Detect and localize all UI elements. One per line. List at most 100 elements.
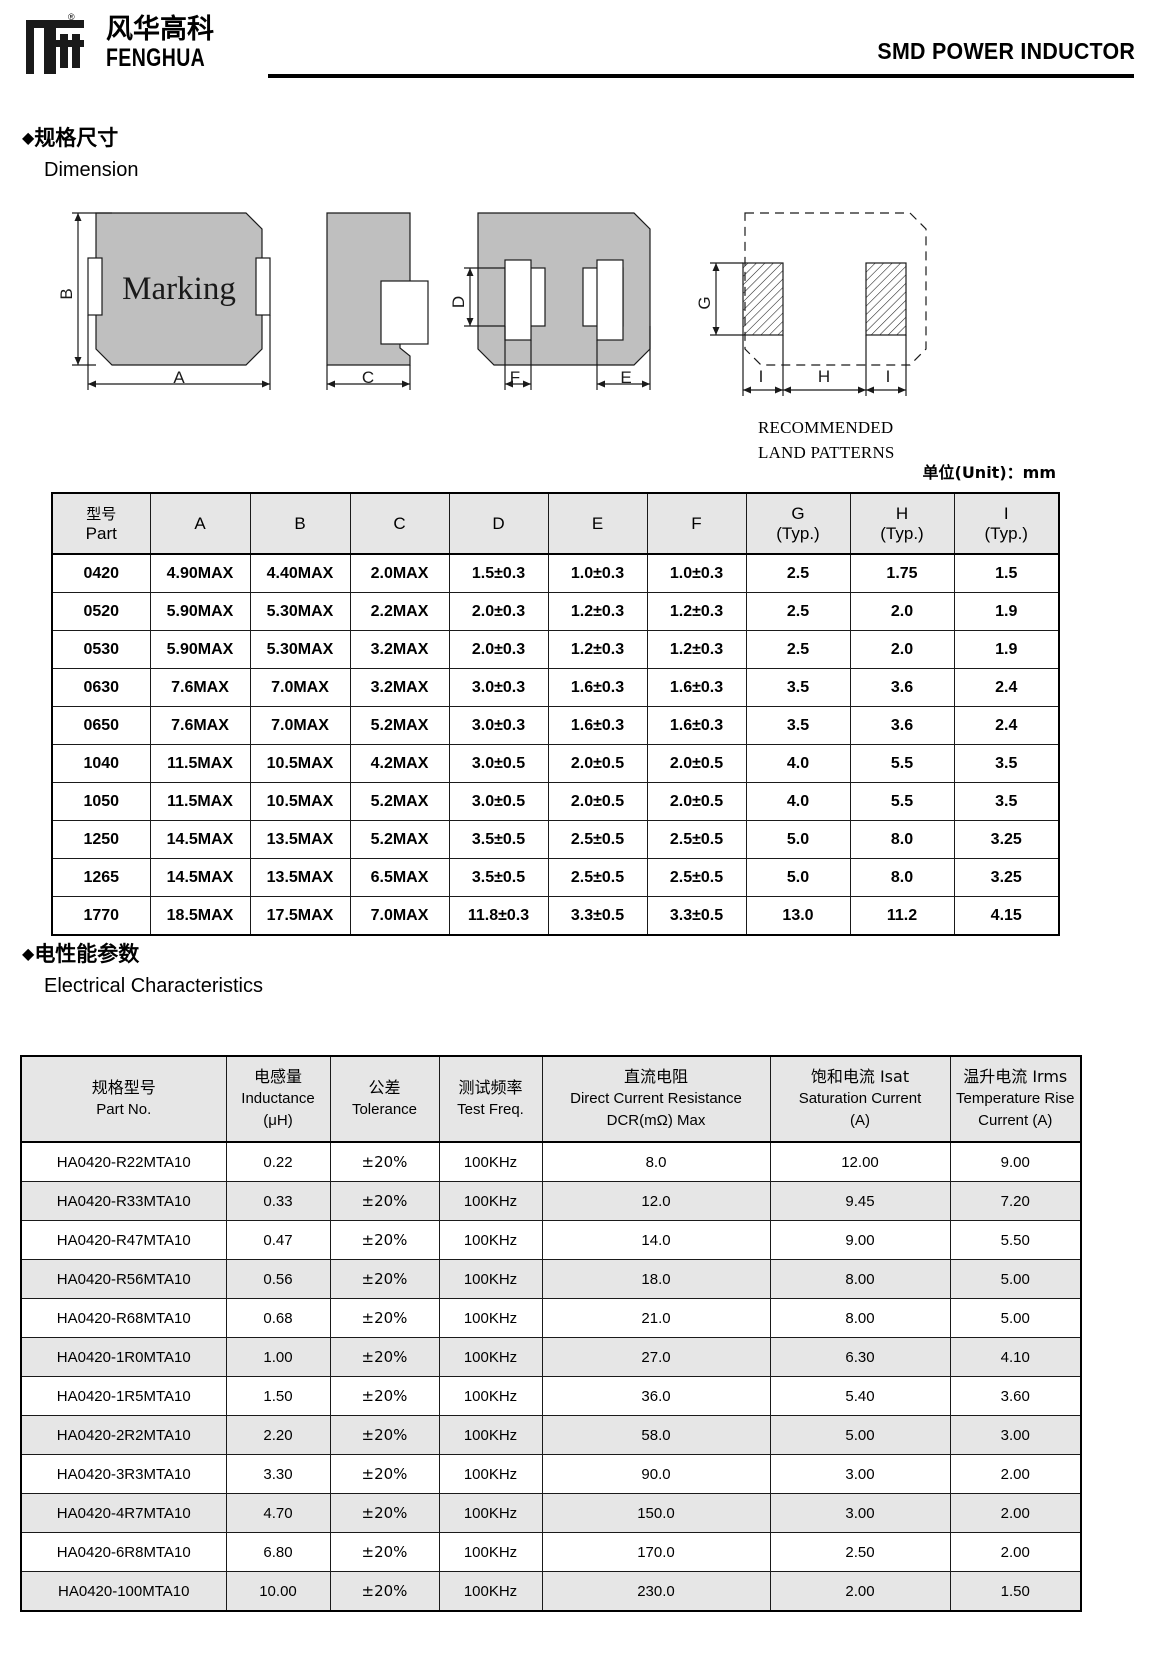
dimension-value-cell: 14.5MAX [149,820,251,859]
dimension-value-cell: 10.5MAX [249,782,351,821]
electrical-value-cell: 0.33 [225,1181,331,1221]
electrical-value-cell: 150.0 [541,1493,771,1533]
electrical-value-cell: 3.60 [949,1376,1082,1416]
dimension-value-cell: 8.0 [849,858,955,897]
dimension-value-cell: 2.5±0.5 [646,858,747,897]
dimension-value-cell: 7.0MAX [249,668,351,707]
header-cn: 饱和电流 Isat [810,1067,910,1086]
dimension-value-cell: 3.6 [849,668,955,707]
electrical-value-cell: 6.80 [225,1532,331,1572]
dimension-value-cell: 1.6±0.3 [646,668,747,707]
electrical-value-cell: 2.00 [949,1454,1082,1494]
dimension-value-cell: 2.4 [953,668,1060,707]
electrical-value-cell: 100KHz [438,1181,543,1221]
electrical-col-header-direct-current-resistance: 直流电阻 Direct Current Resistance DCR(mΩ) Max [541,1055,771,1143]
electrical-value-cell: 0.68 [225,1298,331,1338]
dimension-value-cell: 14.5MAX [149,858,251,897]
dimension-part-cell: 0520 [51,592,151,631]
dimension-value-cell: 1.6±0.3 [547,706,648,745]
electrical-part-cell: HA0420-100MTA10 [20,1571,227,1612]
dimension-value-cell: 2.5±0.5 [547,858,648,897]
land-pattern-note-line2: LAND PATTERNS [758,443,895,462]
land-pattern-note: RECOMMENDED LAND PATTERNS [758,415,895,465]
electrical-value-cell: 4.10 [949,1337,1082,1377]
electrical-value-cell: 5.50 [949,1220,1082,1260]
electrical-value-cell: 3.00 [949,1415,1082,1455]
dimension-value-cell: 5.2MAX [349,782,450,821]
page-header: ® 风华高科 FENGHUA SMD POWER INDUCTOR [0,0,1158,96]
header-sub: DCR(mΩ) Max [606,1112,706,1129]
electrical-part-cell: HA0420-2R2MTA10 [20,1415,227,1455]
electrical-characteristics-table: 规格型号 Part No. 电感量 Inductance (μH) 公差 Tolerance… [20,1055,1082,1612]
table-row: HA0420-6R8MTA10 6.80 ±20% 100KHz 170.0 2.50 2.… [20,1532,1082,1572]
dim-label-C: C [362,368,374,387]
electrical-value-cell: 1.00 [225,1337,331,1377]
electrical-part-cell: HA0420-R56MTA10 [20,1259,227,1299]
dimension-value-cell: 11.5MAX [149,744,251,783]
header-sub: (Typ.) [984,523,1028,543]
dimension-value-cell: 1.6±0.3 [646,706,747,745]
header-en: Direct Current Resistance [570,1090,742,1107]
electrical-value-cell: ±20% [329,1415,440,1455]
header-en: Inductance [241,1090,315,1107]
dimension-value-cell: 2.0 [849,630,955,669]
header-divider [268,74,1134,78]
dimension-table-head: 型号 Part A B C D E F G (Typ.) H (Typ.) I (Typ.) [51,492,1060,555]
dimension-value-cell: 1.2±0.3 [646,630,747,669]
dimension-value-cell: 1.5 [953,553,1060,593]
dimension-value-cell: 1.9 [953,592,1060,631]
header-sub: (A) [850,1112,870,1129]
dimension-value-cell: 2.0±0.3 [448,592,549,631]
dimension-value-cell: 2.2MAX [349,592,450,631]
electrical-value-cell: ±20% [329,1571,440,1612]
electrical-value-cell: 10.00 [225,1571,331,1612]
electrical-value-cell: 100KHz [438,1298,543,1338]
dimension-value-cell: 13.5MAX [249,820,351,859]
header-en: Part No. [96,1101,152,1118]
electrical-value-cell: 230.0 [541,1571,771,1612]
dimension-value-cell: 2.0 [849,592,955,631]
electrical-value-cell: 2.00 [949,1532,1082,1572]
dimension-value-cell: 2.0±0.5 [646,782,747,821]
dimension-header-row: 型号 Part A B C D E F G (Typ.) H (Typ.) I (Typ.) [51,492,1060,555]
dimension-value-cell: 3.3±0.5 [547,896,648,936]
dimension-value-cell: 5.90MAX [149,592,251,631]
electrical-part-cell: HA0420-4R7MTA10 [20,1493,227,1533]
electrical-part-cell: HA0420-R47MTA10 [20,1220,227,1260]
dimension-value-cell: 2.0MAX [349,553,450,593]
electrical-col-header-part-no-: 规格型号 Part No. [20,1055,227,1143]
electrical-value-cell: 27.0 [541,1337,771,1377]
dimension-value-cell: 2.5 [745,592,851,631]
electrical-value-cell: 8.0 [541,1141,771,1182]
dimension-value-cell: 5.0 [745,820,851,859]
electrical-col-header-temperature-rise: 温升电流 Irms Temperature Rise Current (A) [949,1055,1082,1143]
dimension-part-cell: 1770 [51,896,151,936]
dimension-value-cell: 5.30MAX [249,592,351,631]
dimension-value-cell: 3.2MAX [349,668,450,707]
dimension-value-cell: 3.5±0.5 [448,858,549,897]
dimension-value-cell: 5.30MAX [249,630,351,669]
dim-label-A: A [173,368,185,387]
table-row: HA0420-1R5MTA10 1.50 ±20% 100KHz 36.0 5.40 3.6… [20,1376,1082,1416]
logo-english-name: FENGHUA [106,44,206,72]
electrical-value-cell: 100KHz [438,1571,543,1612]
dimension-value-cell: 2.0±0.5 [646,744,747,783]
electrical-value-cell: 100KHz [438,1259,543,1299]
electrical-part-cell: HA0420-R22MTA10 [20,1141,227,1182]
electrical-value-cell: 7.20 [949,1181,1082,1221]
table-row: HA0420-R33MTA10 0.33 ±20% 100KHz 12.0 9.45 7.2… [20,1181,1082,1221]
electrical-value-cell: 9.00 [949,1141,1082,1182]
electrical-header-row: 规格型号 Part No. 电感量 Inductance (μH) 公差 Tolerance… [20,1055,1082,1143]
header-en: A [194,513,206,533]
electrical-value-cell: 4.70 [225,1493,331,1533]
electrical-value-cell: 100KHz [438,1220,543,1260]
electrical-value-cell: 14.0 [541,1220,771,1260]
dimension-value-cell: 4.15 [953,896,1060,936]
table-row: 0420 4.90MAX 4.40MAX 2.0MAX 1.5±0.3 1.0±0.3 1.… [51,553,1060,593]
dimension-part-cell: 1250 [51,820,151,859]
header-cn: 型号 [86,504,117,523]
electrical-value-cell: 2.20 [225,1415,331,1455]
dimension-value-cell: 17.5MAX [249,896,351,936]
electrical-value-cell: ±20% [329,1493,440,1533]
dimension-table: 型号 Part A B C D E F G (Typ.) H (Typ.) I (Typ.) 0420 4.… [51,492,1060,936]
